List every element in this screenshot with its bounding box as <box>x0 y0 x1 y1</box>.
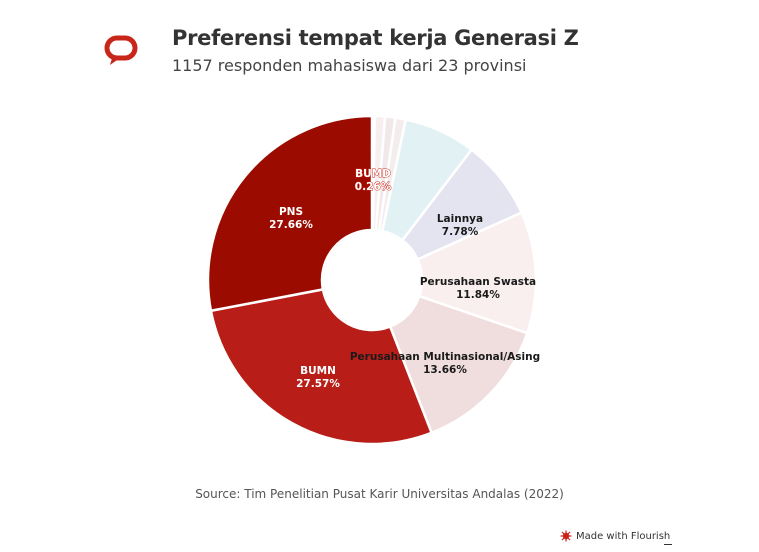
slice-value-label-perusahaan-multinasional-asing: 13.66% <box>423 364 467 376</box>
donut-slice-perusahaan-swasta[interactable] <box>415 210 538 335</box>
logo-speech-bubble-icon <box>104 35 138 65</box>
slice-value-label-pns: 27.66% <box>269 219 313 231</box>
donut-slice-pns[interactable] <box>206 114 374 313</box>
slice-label-bumd: BUMD <box>355 168 391 180</box>
slice-label-perusahaan-swasta: Perusahaan Swasta <box>420 276 536 288</box>
slice-value-label-perusahaan-swasta: 11.84% <box>456 289 500 301</box>
slice-label-pns: PNS <box>279 206 303 218</box>
slice-label-bumn: BUMN <box>300 365 336 377</box>
source-note: Source: Tim Penelitian Pusat Karir Unive… <box>195 487 564 501</box>
corner-mark <box>664 544 672 545</box>
slice-value-label-bumd: 0.26% <box>355 181 392 193</box>
slice-label-perusahaan-multinasional-asing: Perusahaan Multinasional/Asing <box>350 351 540 363</box>
slice-label-lainnya: Lainnya <box>437 213 483 225</box>
slice-value-label-lainnya: 7.78% <box>442 226 479 238</box>
chart-title: Preferensi tempat kerja Generasi Z <box>172 26 579 50</box>
flourish-badge-label: Made with Flourish <box>576 530 671 542</box>
donut-slice-perusahaan-multinasional-asing[interactable] <box>388 294 529 435</box>
chart-subtitle: 1157 responden mahasiswa dari 23 provins… <box>172 56 527 75</box>
slice-value-label-bumn: 27.57% <box>296 378 340 390</box>
flourish-star-icon <box>560 530 572 542</box>
donut-slice-bumn[interactable] <box>209 287 434 446</box>
made-with-flourish-badge[interactable]: Made with Flourish <box>560 530 670 542</box>
